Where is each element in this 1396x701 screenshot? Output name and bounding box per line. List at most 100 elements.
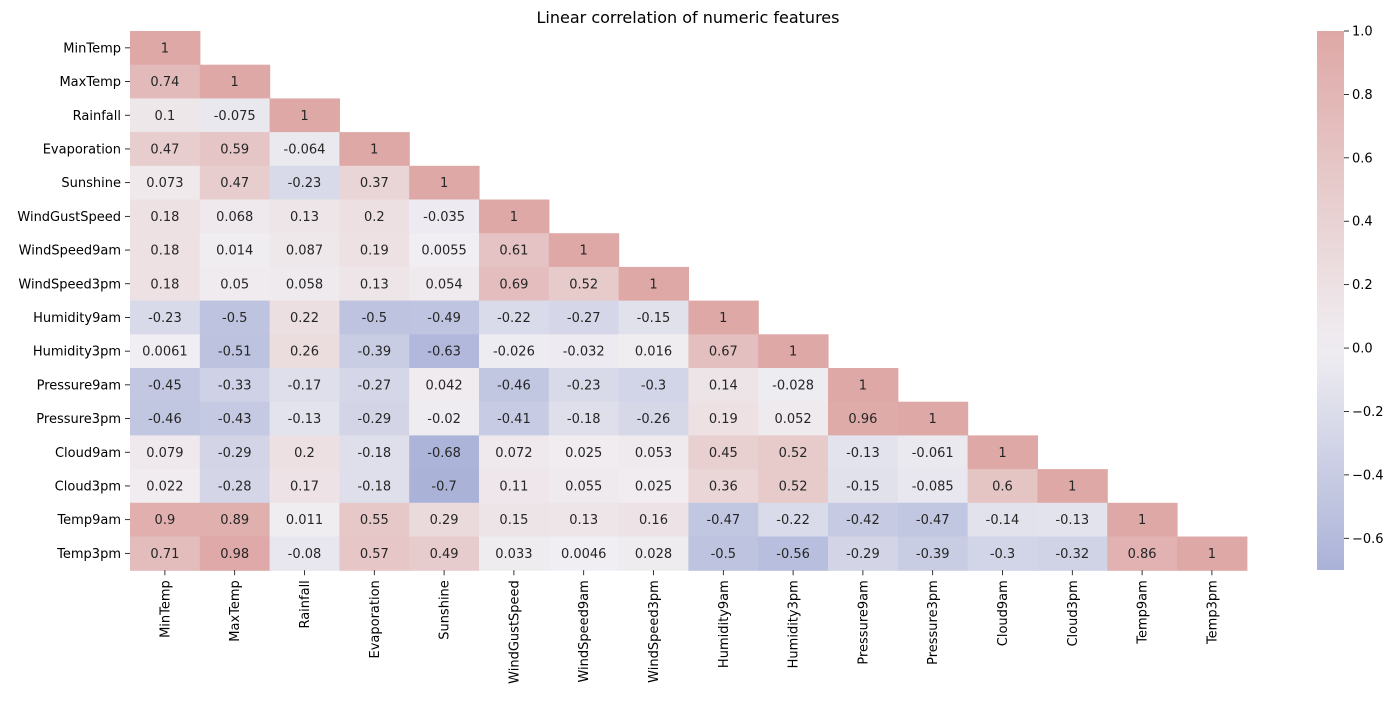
cell-value-label: 0.022 (146, 479, 183, 494)
heatmap-cell (409, 300, 480, 335)
heatmap-cell (758, 368, 829, 403)
x-tick-label: WindSpeed9am (577, 580, 592, 682)
heatmap-cell (548, 536, 620, 571)
cell-value-label: 0.69 (499, 277, 528, 292)
heatmap-cell (479, 266, 550, 302)
cell-value-label: 0.52 (569, 277, 598, 292)
cell-value-label: 0.055 (565, 479, 602, 494)
heatmap-cell (269, 98, 340, 133)
cell-value-label: 0.67 (709, 345, 738, 360)
cell-value-label: -0.13 (846, 446, 880, 461)
heatmap-cell (688, 469, 759, 504)
y-tick-label: Sunshine (61, 176, 121, 191)
cell-value-label: -0.064 (284, 142, 326, 157)
x-tick-label: Sunshine (438, 580, 453, 640)
cell-value-label: 1 (998, 446, 1006, 461)
cell-value-label: -0.23 (148, 311, 182, 326)
heatmap-cell (618, 334, 689, 369)
heatmap-cell (479, 401, 550, 436)
cell-value-label: -0.39 (916, 547, 950, 562)
heatmap-cell (339, 266, 410, 302)
heatmap-cell (269, 199, 340, 234)
heatmap-cell (269, 401, 340, 436)
chart-title: Linear correlation of numeric features (537, 8, 840, 27)
cell-value-label: -0.08 (288, 547, 322, 562)
heatmap-cell (967, 469, 1038, 504)
cell-value-label: 0.068 (216, 210, 253, 225)
heatmap-cell (548, 368, 620, 403)
heatmap-cell (479, 435, 550, 470)
heatmap-cell (618, 266, 689, 302)
heatmap-cell (130, 132, 201, 167)
heatmap-cell (269, 233, 340, 268)
heatmap-cell (130, 266, 201, 302)
heatmap-cell (199, 199, 271, 234)
cell-value-label: -0.13 (288, 412, 322, 427)
x-tick-label: Evaporation (368, 580, 383, 658)
cell-value-label: -0.5 (222, 311, 247, 326)
cell-value-label: 1 (859, 378, 867, 393)
heatmap-cell (479, 536, 550, 571)
cell-value-label: -0.43 (218, 412, 252, 427)
heatmap-cell (269, 132, 340, 167)
cell-value-label: -0.63 (427, 345, 461, 360)
cell-value-label: -0.3 (641, 378, 666, 393)
heatmap-cell (618, 368, 689, 403)
cell-value-label: 0.028 (635, 547, 672, 562)
colorbar-tick-label: 0.4 (1352, 215, 1373, 230)
cell-value-label: -0.085 (912, 479, 954, 494)
heatmap-cell (199, 98, 271, 133)
heatmap-cell (618, 469, 689, 504)
heatmap-cell (828, 469, 899, 504)
cell-value-label: 0.18 (150, 277, 179, 292)
heatmap-cell (828, 536, 899, 571)
cell-value-label: 0.014 (216, 244, 253, 259)
heatmap-cell (199, 401, 271, 436)
cell-value-label: 0.058 (286, 277, 323, 292)
x-tick-label: MaxTemp (228, 580, 243, 642)
cell-value-label: -0.18 (357, 479, 391, 494)
colorbar-tick-label: 1.0 (1352, 25, 1373, 40)
heatmap-cell (688, 401, 759, 436)
heatmap-cell (758, 469, 829, 504)
cell-value-label: 0.033 (495, 547, 532, 562)
heatmap-cell (339, 300, 410, 335)
heatmap-cell (269, 502, 340, 538)
cell-value-label: 0.59 (220, 142, 249, 157)
cell-value-label: 1 (929, 412, 937, 427)
x-tick-label: WindGustSpeed (507, 580, 522, 684)
heatmap-cell (339, 502, 410, 538)
cell-value-label: 0.55 (360, 513, 389, 528)
cell-value-label: 0.57 (360, 547, 389, 562)
heatmap-cell (199, 64, 271, 99)
cell-value-label: -0.49 (427, 311, 461, 326)
heatmap-cell (897, 536, 969, 571)
cell-value-label: -0.13 (1055, 513, 1089, 528)
heatmap-cell (339, 199, 410, 234)
cell-value-label: -0.28 (218, 479, 252, 494)
heatmap-cell (828, 368, 899, 403)
y-tick-label: Cloud3pm (55, 479, 121, 494)
colorbar-tick-label: −0.4 (1352, 468, 1384, 483)
cell-value-label: -0.075 (214, 109, 256, 124)
heatmap-cell (758, 435, 829, 470)
heatmap-cell (339, 334, 410, 369)
x-tick-label: Cloud9am (996, 580, 1011, 646)
y-tick-label: MaxTemp (59, 75, 121, 90)
heatmap-cell (130, 31, 201, 66)
heatmap-cell (618, 435, 689, 470)
y-tick-labels: MinTemp MaxTemp Rainfall Evaporation Sunshin… (17, 41, 130, 562)
cell-value-label: -0.18 (567, 412, 601, 427)
heatmap-cell (479, 334, 550, 369)
y-tick-label: Temp9am (56, 513, 121, 528)
cell-value-label: -0.26 (637, 412, 671, 427)
cell-value-label: -0.39 (357, 345, 391, 360)
cell-value-label: 0.016 (635, 345, 672, 360)
cell-value-label: 0.052 (774, 412, 811, 427)
heatmap-cell (548, 233, 620, 268)
cell-value-label: 0.45 (709, 446, 738, 461)
heatmap-cell (409, 502, 480, 538)
cell-value-label: 0.025 (635, 479, 672, 494)
y-tick-label: MinTemp (63, 41, 121, 56)
